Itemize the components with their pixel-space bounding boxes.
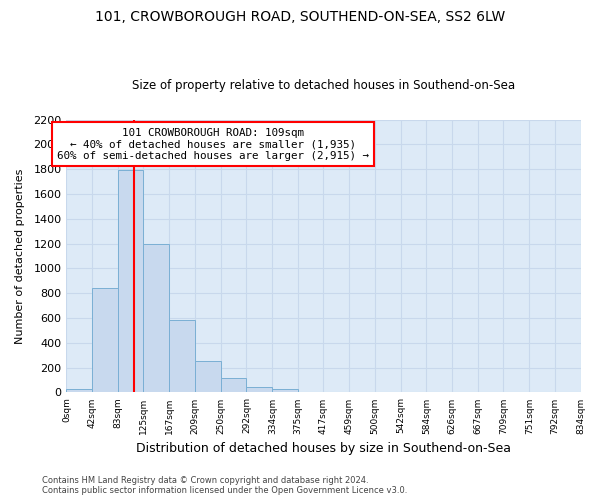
Bar (67, 390, 92, 392)
Bar (195, 361, 221, 392)
X-axis label: Distribution of detached houses by size in Southend-on-Sea: Distribution of detached houses by size … (136, 442, 511, 455)
Bar (169, 320, 195, 392)
Text: 101, CROWBOROUGH ROAD, SOUTHEND-ON-SEA, SS2 6LW: 101, CROWBOROUGH ROAD, SOUTHEND-ON-SEA, … (95, 10, 505, 24)
Bar (221, 378, 247, 392)
Text: 101 CROWBOROUGH ROAD: 109sqm
← 40% of detached houses are smaller (1,935)
60% of: 101 CROWBOROUGH ROAD: 109sqm ← 40% of de… (57, 128, 369, 161)
Y-axis label: Number of detached properties: Number of detached properties (15, 168, 25, 344)
Bar (247, 388, 272, 392)
Bar (272, 390, 298, 392)
Bar (92, 288, 118, 393)
Title: Size of property relative to detached houses in Southend-on-Sea: Size of property relative to detached ho… (132, 79, 515, 92)
Bar (118, 170, 143, 392)
Text: Contains HM Land Registry data © Crown copyright and database right 2024.
Contai: Contains HM Land Registry data © Crown c… (42, 476, 407, 495)
Bar (143, 244, 169, 392)
